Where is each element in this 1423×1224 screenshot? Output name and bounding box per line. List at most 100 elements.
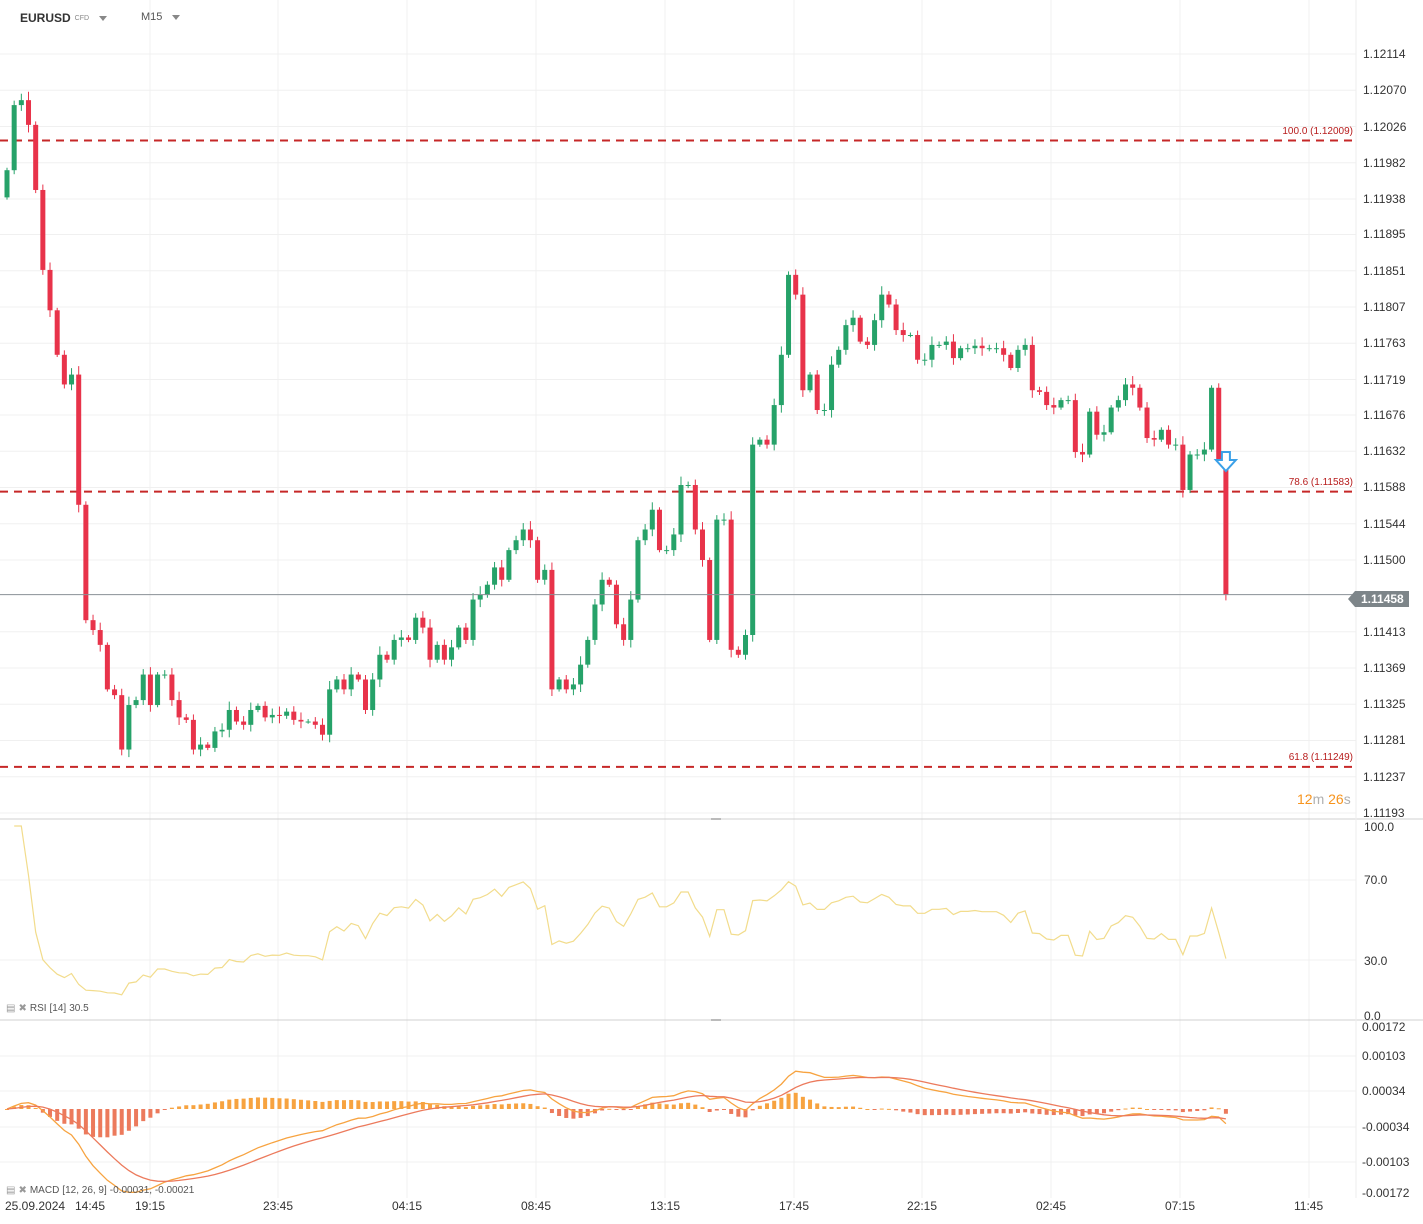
- candle-body: [1115, 400, 1121, 408]
- candle-body: [786, 274, 792, 355]
- candle-body: [377, 654, 383, 680]
- time-tick-label: 25.09.2024: [5, 1199, 66, 1213]
- macd-histogram-bar: [614, 1109, 619, 1110]
- candle-body: [1123, 384, 1129, 401]
- candle-body: [836, 349, 842, 365]
- symbol-selector[interactable]: EURUSD CFD: [20, 11, 108, 25]
- panel-resize-handle: [711, 818, 721, 820]
- macd-histogram-bar: [571, 1109, 576, 1119]
- macd-histogram-bar: [1008, 1109, 1013, 1114]
- settings-icon[interactable]: ▤: [6, 1185, 16, 1196]
- macd-histogram-bar: [385, 1101, 390, 1109]
- time-tick-label: 23:45: [263, 1199, 294, 1213]
- fib-level-label: 61.8 (1.11249): [1288, 751, 1353, 763]
- macd-histogram-bar: [987, 1109, 992, 1114]
- candle-body: [1044, 391, 1050, 406]
- macd-histogram-bar: [449, 1106, 454, 1109]
- candle-body: [348, 674, 354, 690]
- price-tick-label: 1.11807: [1363, 300, 1406, 314]
- macd-histogram-bar: [1202, 1109, 1207, 1111]
- candle-body: [406, 637, 412, 640]
- candle-body: [857, 317, 863, 342]
- macd-histogram-bar: [76, 1109, 81, 1129]
- macd-histogram-bar: [33, 1107, 38, 1109]
- candle-body: [219, 729, 225, 732]
- candle-body: [1216, 387, 1222, 460]
- macd-histogram-bar: [420, 1101, 425, 1109]
- candle-body: [1194, 454, 1200, 456]
- symbol-type: CFD: [74, 14, 90, 22]
- macd-histogram-bar: [313, 1101, 318, 1109]
- macd-histogram-bar: [836, 1107, 841, 1109]
- macd-histogram-bar: [1066, 1109, 1071, 1115]
- macd-histogram-bar: [492, 1104, 497, 1109]
- macd-histogram-bar: [1166, 1109, 1171, 1111]
- candle-body: [1201, 449, 1207, 455]
- macd-histogram-bar: [1137, 1107, 1142, 1109]
- macd-histogram-bar: [298, 1099, 303, 1109]
- candle-body: [628, 599, 634, 640]
- candle-body: [1166, 429, 1172, 445]
- macd-histogram-bar: [908, 1109, 913, 1113]
- candle-body: [477, 594, 483, 600]
- macd-histogram-bar: [772, 1100, 777, 1109]
- macd-histogram-bar: [628, 1109, 633, 1110]
- macd-histogram-bar: [808, 1099, 813, 1109]
- macd-histogram-bar: [664, 1104, 669, 1109]
- candle-body: [915, 335, 921, 360]
- rsi-tick-label: 70.0: [1364, 873, 1388, 887]
- macd-histogram-bar: [678, 1103, 683, 1109]
- candle-body: [585, 639, 591, 665]
- close-icon[interactable]: ✖: [18, 1185, 27, 1196]
- macd-histogram-bar: [822, 1106, 827, 1109]
- rsi-value: 30.5: [69, 1003, 89, 1014]
- macd-histogram-bar: [399, 1101, 404, 1109]
- macd-histogram-bar: [1152, 1109, 1157, 1110]
- candle-body: [334, 679, 340, 690]
- macd-histogram-bar: [248, 1097, 253, 1109]
- macd-histogram-bar: [736, 1109, 741, 1117]
- macd-tick-label: 0.00034: [1362, 1084, 1406, 1098]
- candle-body: [341, 679, 347, 690]
- macd-histogram-bar: [635, 1106, 640, 1109]
- candle-body: [434, 644, 440, 660]
- macd-histogram-bar: [800, 1096, 805, 1109]
- price-tick-label: 1.11237: [1363, 769, 1406, 784]
- timeframe-selector[interactable]: M15: [141, 11, 181, 23]
- macd-histogram-bar: [851, 1106, 856, 1109]
- candle-body: [298, 719, 304, 722]
- candle-body: [1080, 452, 1085, 455]
- macd-histogram-bar: [1145, 1108, 1150, 1110]
- settings-icon[interactable]: ▤: [6, 1003, 16, 1014]
- candle-body: [155, 674, 161, 706]
- macd-histogram-bar: [643, 1104, 648, 1109]
- macd-histogram-bar: [377, 1101, 382, 1109]
- candle-body: [284, 711, 290, 716]
- close-icon[interactable]: ✖: [18, 1003, 27, 1014]
- macd-histogram-bar: [506, 1103, 511, 1109]
- macd-histogram-bar: [965, 1109, 970, 1115]
- candle-body: [864, 341, 870, 345]
- candle-body: [958, 348, 964, 359]
- candle-body: [692, 485, 698, 530]
- macd-histogram-bar: [162, 1109, 167, 1110]
- macd-histogram-bar: [786, 1093, 791, 1109]
- candle-body: [169, 674, 175, 701]
- macd-histogram-bar: [270, 1097, 275, 1109]
- price-tick-label: 1.11325: [1363, 697, 1406, 712]
- macd-histogram-bar: [1080, 1109, 1085, 1117]
- macd-histogram-bar: [341, 1100, 346, 1109]
- macd-histogram-bar: [320, 1101, 325, 1109]
- macd-histogram-bar: [514, 1103, 519, 1109]
- macd-histogram-bar: [793, 1092, 798, 1109]
- candle-body: [133, 700, 139, 706]
- candle-body: [370, 679, 376, 710]
- candle-body: [470, 599, 476, 640]
- macd-histogram-bar: [843, 1106, 848, 1109]
- candle-body: [542, 569, 548, 580]
- price-tick-label: 1.11938: [1363, 192, 1406, 207]
- macd-histogram-bar: [456, 1106, 461, 1109]
- candle-body: [76, 374, 82, 505]
- macd-histogram-bar: [1094, 1109, 1099, 1114]
